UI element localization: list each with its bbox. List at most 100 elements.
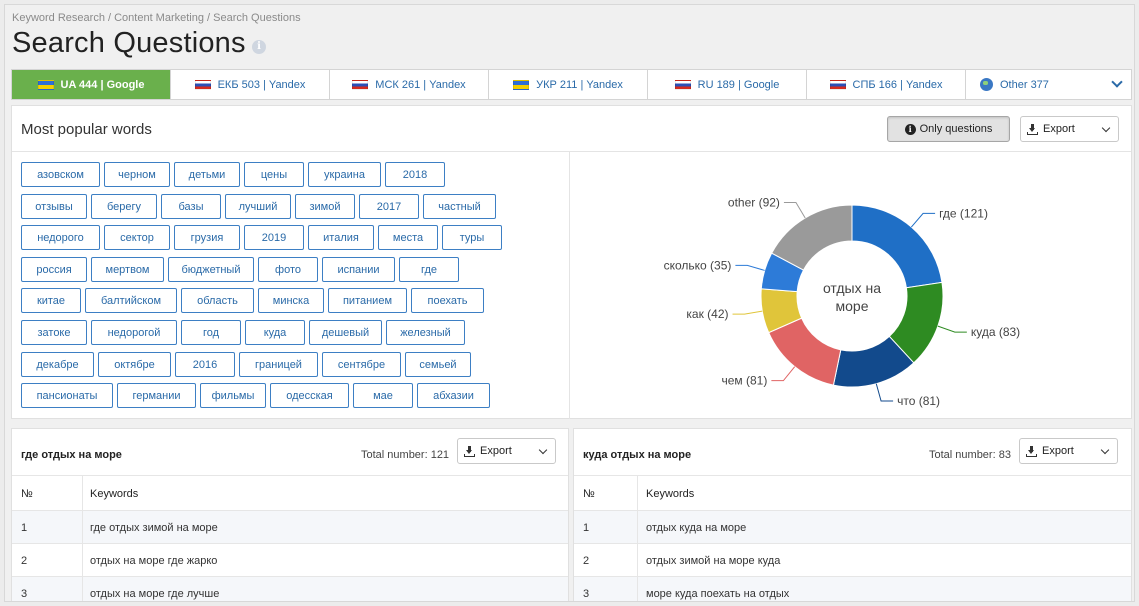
chevron-down-icon bbox=[1100, 445, 1110, 455]
word-chip[interactable]: мае bbox=[353, 383, 413, 408]
word-chip[interactable]: частный bbox=[423, 194, 496, 219]
word-chip[interactable]: октябре bbox=[98, 352, 171, 377]
word-chip[interactable]: детьми bbox=[174, 162, 240, 187]
word-chip[interactable]: отзывы bbox=[21, 194, 87, 219]
word-chip[interactable]: границей bbox=[239, 352, 318, 377]
word-chip[interactable]: берегу bbox=[91, 194, 157, 219]
table-row[interactable]: 1 отдых куда на море bbox=[574, 510, 1131, 543]
slice-label: чем (81) bbox=[722, 374, 768, 388]
table-row[interactable]: 2 отдых зимой на море куда bbox=[574, 543, 1131, 576]
word-chip[interactable]: черном bbox=[104, 162, 170, 187]
export-dropdown[interactable]: Export bbox=[1020, 116, 1119, 142]
column-divider bbox=[637, 577, 638, 601]
word-chip[interactable]: бюджетный bbox=[168, 257, 254, 282]
column-divider bbox=[82, 511, 83, 543]
word-chip[interactable]: сектор bbox=[104, 225, 170, 250]
word-chip[interactable]: недорого bbox=[21, 225, 100, 250]
russia-flag-icon bbox=[829, 79, 846, 90]
tab-ru-google[interactable]: RU 189 | Google bbox=[648, 70, 807, 99]
table-head-row: № Keywords bbox=[12, 475, 568, 510]
word-chip[interactable]: балтийском bbox=[85, 288, 177, 313]
word-chip[interactable]: недорогой bbox=[91, 320, 177, 345]
chevron-down-icon bbox=[1101, 123, 1111, 133]
word-chip[interactable]: питанием bbox=[328, 288, 407, 313]
chevron-down-icon[interactable] bbox=[1111, 76, 1123, 88]
keywords-table: № Keywords 1 отдых куда на море 2 отдых … bbox=[574, 475, 1131, 601]
row-number: 3 bbox=[21, 588, 28, 600]
russia-flag-icon bbox=[194, 79, 211, 90]
word-chip[interactable]: 2016 bbox=[175, 352, 235, 377]
word-chip[interactable]: абхазии bbox=[417, 383, 490, 408]
word-chip[interactable]: туры bbox=[442, 225, 502, 250]
word-chip[interactable]: 2017 bbox=[359, 194, 419, 219]
slice-other[interactable] bbox=[771, 204, 853, 271]
slice-где[interactable] bbox=[851, 204, 943, 289]
chevron-down-icon bbox=[538, 445, 548, 455]
word-chip[interactable]: китае bbox=[21, 288, 81, 313]
word-chip[interactable]: фильмы bbox=[200, 383, 266, 408]
only-questions-button[interactable]: i Only questions bbox=[887, 116, 1010, 142]
table-row[interactable]: 1 где отдых зимой на море bbox=[12, 510, 568, 543]
word-chip[interactable]: куда bbox=[245, 320, 305, 345]
total-number: Total number: 83 bbox=[929, 449, 1011, 461]
button-label: Export bbox=[1043, 123, 1075, 135]
word-chip[interactable]: цены bbox=[244, 162, 304, 187]
tab-ukr-yandex[interactable]: УКР 211 | Yandex bbox=[489, 70, 648, 99]
tab-label: СПБ 166 | Yandex bbox=[852, 78, 943, 91]
word-chip[interactable]: фото bbox=[258, 257, 318, 282]
export-dropdown[interactable]: Export bbox=[1019, 438, 1118, 464]
table-panel-gde: где отдых на море Total number: 121 Expo… bbox=[11, 428, 569, 601]
row-keyword: море куда поехать на отдых bbox=[646, 588, 790, 600]
word-chip[interactable]: сентябре bbox=[322, 352, 401, 377]
word-chip[interactable]: где bbox=[399, 257, 459, 282]
word-chip[interactable]: пансионаты bbox=[21, 383, 113, 408]
word-chip[interactable]: азовском bbox=[21, 162, 100, 187]
word-chip[interactable]: испании bbox=[322, 257, 395, 282]
word-chip[interactable]: украина bbox=[308, 162, 381, 187]
word-chip[interactable]: затоке bbox=[21, 320, 87, 345]
word-chip[interactable]: год bbox=[181, 320, 241, 345]
word-chip[interactable]: германии bbox=[117, 383, 196, 408]
word-chip[interactable]: семьей bbox=[405, 352, 471, 377]
word-chip[interactable]: мертвом bbox=[91, 257, 164, 282]
word-chip[interactable]: лучший bbox=[225, 194, 291, 219]
word-chip[interactable]: одесская bbox=[270, 383, 349, 408]
table-header: куда отдых на море Total number: 83 Expo… bbox=[574, 429, 1131, 474]
table-row[interactable]: 3 море куда поехать на отдых bbox=[574, 576, 1131, 601]
word-chip[interactable]: декабре bbox=[21, 352, 94, 377]
word-chip[interactable]: зимой bbox=[295, 194, 355, 219]
tab-label: МСК 261 | Yandex bbox=[375, 78, 466, 91]
tab-spb-yandex[interactable]: СПБ 166 | Yandex bbox=[807, 70, 966, 99]
row-number: 1 bbox=[21, 522, 28, 534]
russia-flag-icon bbox=[352, 79, 369, 90]
table-row[interactable]: 3 отдых на море где лучше bbox=[12, 576, 568, 601]
word-chip[interactable]: грузия bbox=[174, 225, 240, 250]
row-number: 1 bbox=[583, 522, 590, 534]
word-chip[interactable]: 2019 bbox=[244, 225, 304, 250]
tab-msk-yandex[interactable]: МСК 261 | Yandex bbox=[330, 70, 489, 99]
tab-label: ЕКБ 503 | Yandex bbox=[217, 78, 306, 91]
panel-header: Most popular words i Only questions Expor… bbox=[12, 106, 1131, 152]
ukraine-flag-icon bbox=[513, 79, 530, 90]
panel-title: Most popular words bbox=[21, 121, 152, 138]
info-icon[interactable]: i bbox=[252, 40, 266, 54]
export-dropdown[interactable]: Export bbox=[457, 438, 556, 464]
word-chip[interactable]: россия bbox=[21, 257, 87, 282]
tab-ua-google[interactable]: UA 444 | Google bbox=[12, 70, 171, 99]
tab-ekb-yandex[interactable]: ЕКБ 503 | Yandex bbox=[171, 70, 330, 99]
word-chip[interactable]: минска bbox=[258, 288, 324, 313]
word-chip[interactable]: 2018 bbox=[385, 162, 445, 187]
tab-label: RU 189 | Google bbox=[697, 78, 780, 91]
word-chip[interactable]: италия bbox=[308, 225, 374, 250]
word-chip[interactable]: область bbox=[181, 288, 254, 313]
word-chip[interactable]: базы bbox=[161, 194, 221, 219]
most-popular-words-panel: Most popular words i Only questions Expor… bbox=[11, 105, 1132, 419]
word-chip[interactable]: поехать bbox=[411, 288, 484, 313]
table-row[interactable]: 2 отдых на море где жарко bbox=[12, 543, 568, 576]
row-keyword: отдых на море где лучше bbox=[90, 588, 220, 600]
word-chip[interactable]: места bbox=[378, 225, 438, 250]
word-chip[interactable]: дешевый bbox=[309, 320, 382, 345]
tab-other[interactable]: Other 377 bbox=[966, 70, 1131, 99]
word-chip[interactable]: железный bbox=[386, 320, 465, 345]
button-label: Only questions bbox=[919, 123, 993, 135]
